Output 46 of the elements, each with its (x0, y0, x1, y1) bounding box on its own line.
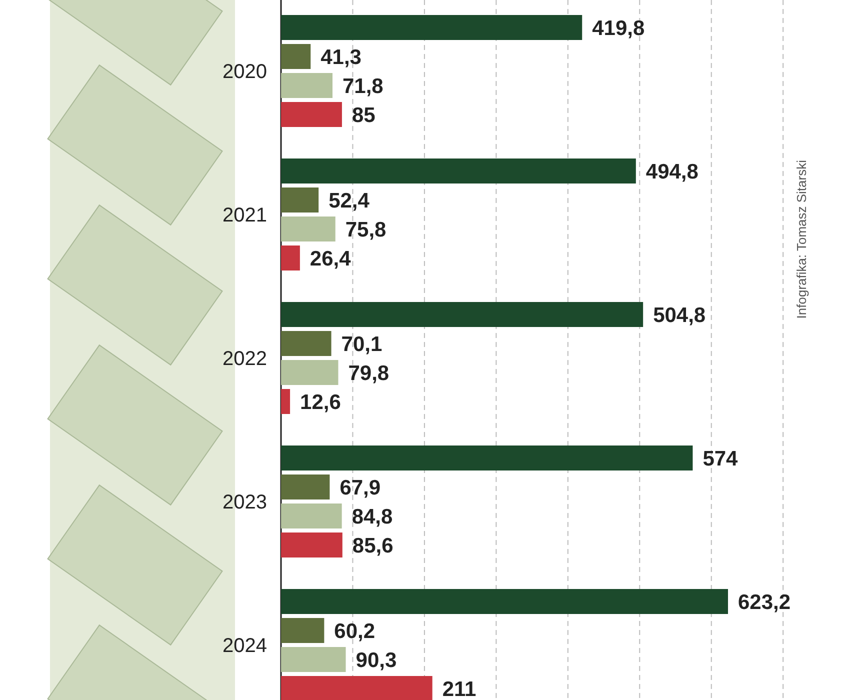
data-label: 419,8 (592, 17, 645, 40)
data-label: 79,8 (348, 362, 390, 386)
bar (281, 331, 332, 356)
data-label: 504,8 (653, 304, 706, 328)
data-label: 574 (702, 448, 738, 471)
y-tick-label: 2020 (222, 61, 267, 83)
data-label: 90,3 (356, 649, 397, 672)
bar (281, 474, 330, 500)
bar (281, 158, 636, 184)
data-label: 75,8 (345, 218, 387, 242)
y-tick-label: 2021 (222, 204, 267, 226)
bar (281, 589, 728, 614)
data-label: 494,8 (646, 160, 699, 184)
data-label: 26,4 (310, 248, 352, 271)
bar (281, 676, 432, 700)
bar (281, 216, 336, 242)
data-label: 12,6 (300, 391, 341, 414)
bar (281, 618, 324, 643)
data-label: 211 (442, 678, 477, 700)
data-label: 84,8 (352, 506, 394, 529)
bar (281, 360, 338, 385)
y-tick-label: 2024 (222, 635, 267, 657)
data-label: 85,6 (352, 534, 394, 558)
bar (281, 504, 342, 528)
y-tick-label: 2022 (222, 348, 267, 370)
text: Infografika: Tomasz Sitarski (794, 160, 809, 319)
data-label: 71,8 (342, 75, 384, 98)
data-label: 41,3 (320, 46, 362, 70)
data-label: 85 (352, 104, 376, 128)
bar (281, 188, 319, 212)
bar (281, 15, 582, 40)
bar (281, 389, 290, 414)
data-label: 623,2 (738, 591, 791, 614)
bar (281, 446, 693, 470)
bar (281, 73, 332, 98)
data-label: 60,2 (334, 620, 376, 644)
bar (281, 532, 342, 558)
bar (281, 102, 342, 127)
bar (281, 44, 311, 69)
bar (281, 302, 644, 327)
y-tick-label: 2023 (222, 492, 267, 514)
data-label: 67,9 (340, 476, 381, 500)
data-label: 52,4 (328, 190, 370, 213)
data-label: 70,1 (341, 333, 382, 356)
bar (281, 246, 300, 270)
bar (281, 647, 346, 672)
